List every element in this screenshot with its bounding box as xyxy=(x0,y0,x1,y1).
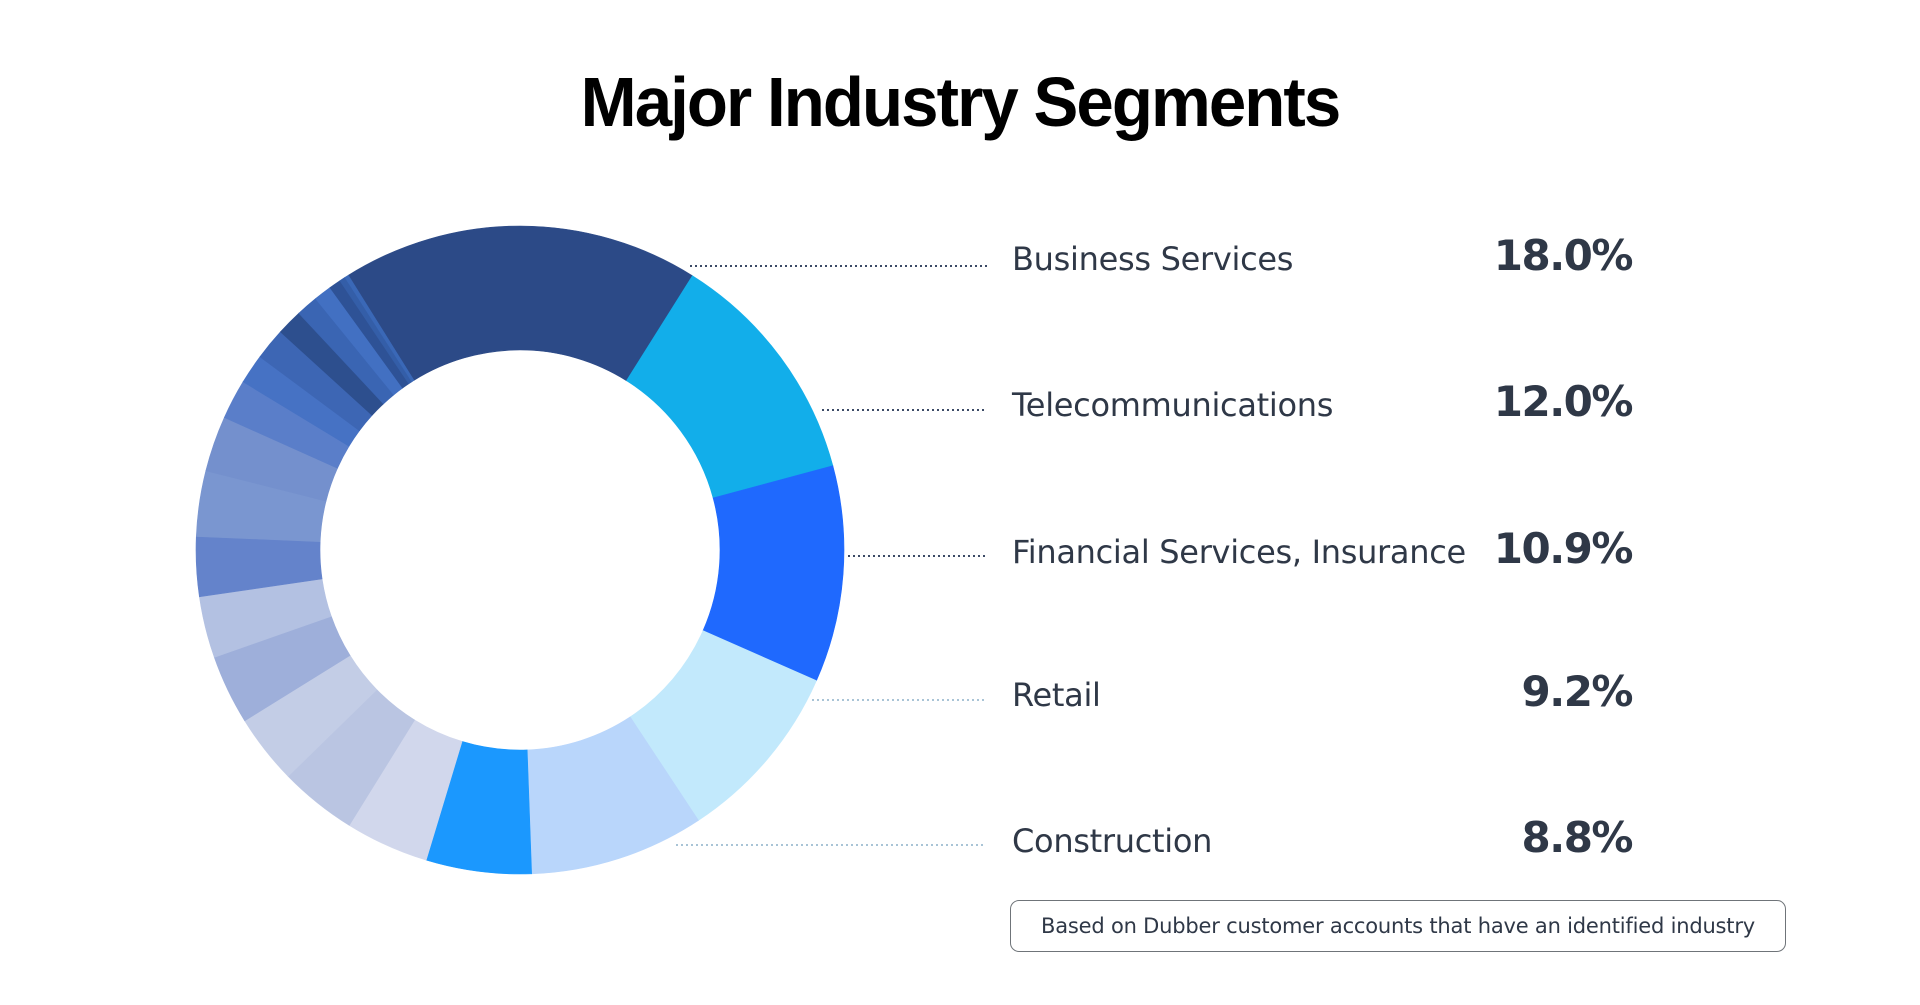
footnote-text: Based on Dubber customer accounts that h… xyxy=(1041,914,1755,938)
segment-label-construction: Construction xyxy=(1012,822,1213,860)
segment-label-business-services: Business Services xyxy=(1012,240,1294,278)
segment-label-retail: Retail xyxy=(1012,676,1101,714)
chart-title: Major Industry Segments xyxy=(580,63,1342,141)
donut-slice-other xyxy=(344,274,415,383)
segment-value-telecommunications: 12.0% xyxy=(1493,377,1634,426)
leader-lines xyxy=(676,265,990,846)
segment-value-business-services: 18.0% xyxy=(1493,231,1634,280)
segment-label-telecommunications: Telecommunications xyxy=(1012,386,1334,424)
segment-value-financial-services: 10.9% xyxy=(1493,524,1634,573)
donut-slice-business-services xyxy=(347,225,693,382)
segment-value-construction: 8.8% xyxy=(1521,813,1634,862)
footnote-box: Based on Dubber customer accounts that h… xyxy=(1010,900,1786,952)
donut-slices xyxy=(195,225,845,875)
segment-value-retail: 9.2% xyxy=(1521,667,1634,716)
segment-label-financial-services: Financial Services, Insurance xyxy=(1012,533,1466,571)
